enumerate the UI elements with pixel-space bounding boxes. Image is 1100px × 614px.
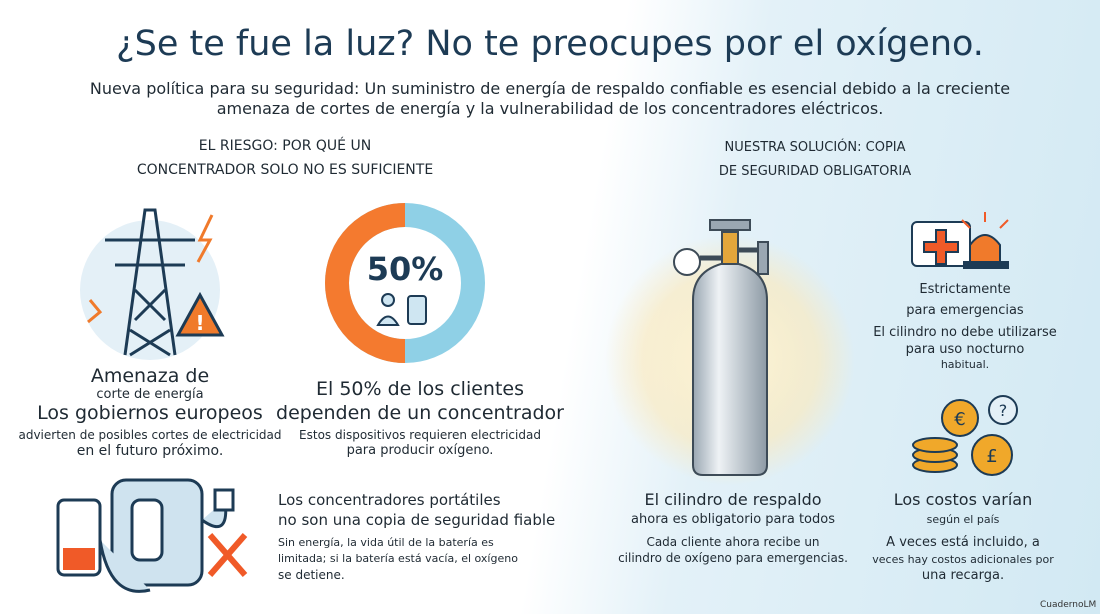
card-title: según el país — [926, 513, 1000, 526]
card-text: en el futuro próximo. — [76, 443, 224, 459]
card-title: corte de energía — [96, 387, 204, 402]
card-title: El cilindro de respaldo — [644, 490, 822, 509]
card-text: veces hay costos adicionales por — [872, 553, 1054, 566]
stat-label: 50% — [366, 250, 444, 288]
card-title: ahora es obligatorio para todos — [631, 512, 835, 527]
card-text: para uso nocturno — [905, 342, 1025, 357]
card-title: Los gobiernos europeos — [37, 402, 263, 424]
card-title: Los concentradores portátiles — [278, 491, 501, 509]
card-title: Estrictamente — [919, 282, 1011, 297]
svg-text:€: € — [954, 409, 965, 430]
card-text: habitual. — [940, 358, 990, 371]
section-heading: CONCENTRADOR SOLO NO ES SUFICIENTE — [136, 162, 434, 178]
card-title: El 50% de los clientes — [316, 378, 524, 400]
section-heading: EL RIESGO: POR QUÉ UN — [198, 138, 372, 154]
card-text: Estos dispositivos requieren electricida… — [299, 428, 541, 442]
card-text: El cilindro no debe utilizarse — [873, 325, 1057, 340]
power-tower-icon: ! — [80, 208, 225, 360]
patient-icon — [376, 293, 427, 326]
card-text: se detiene. — [278, 568, 345, 582]
subtitle: amenaza de cortes de energía y la vulner… — [216, 99, 884, 118]
card-title: para emergencias — [906, 303, 1024, 318]
oxygen-cylinder-icon — [673, 219, 769, 476]
card-text: para producir oxígeno. — [346, 443, 494, 458]
card-text: Cada cliente ahora recibe un — [646, 535, 820, 549]
card-text: Sin energía, la vida útil de la batería … — [278, 536, 494, 549]
footer-brand: CuadernoLM — [1040, 600, 1097, 610]
svg-text:£: £ — [986, 446, 997, 467]
card-text: limitada; si la batería está vacía, el o… — [278, 552, 518, 565]
section-heading: DE SEGURIDAD OBLIGATORIA — [718, 164, 912, 179]
title: ¿Se te fue la luz? No te preocupes por e… — [116, 24, 984, 64]
card-title: no son una copia de seguridad fiable — [278, 511, 556, 529]
card-title: dependen de un concentrador — [276, 402, 564, 424]
card-text: advierten de posibles cortes de electric… — [18, 428, 282, 442]
subtitle: Nueva política para su seguridad: Un sum… — [89, 79, 1011, 98]
svg-text:!: ! — [195, 311, 204, 335]
card-text: una recarga. — [921, 568, 1005, 583]
card-text: cilindro de oxígeno para emergencias. — [618, 551, 848, 565]
card-text: A veces está incluido, a — [886, 535, 1040, 550]
emergency-icon — [911, 212, 1009, 269]
donut-segment — [325, 203, 406, 363]
card-title: Amenaza de — [90, 365, 210, 387]
card-title: Los costos varían — [893, 490, 1033, 509]
portable-concentrator-icon — [56, 478, 248, 593]
svg-text:?: ? — [999, 401, 1008, 420]
coins-icon: € £ ? — [912, 395, 1018, 476]
section-heading: NUESTRA SOLUCIÓN: COPIA — [724, 140, 906, 155]
